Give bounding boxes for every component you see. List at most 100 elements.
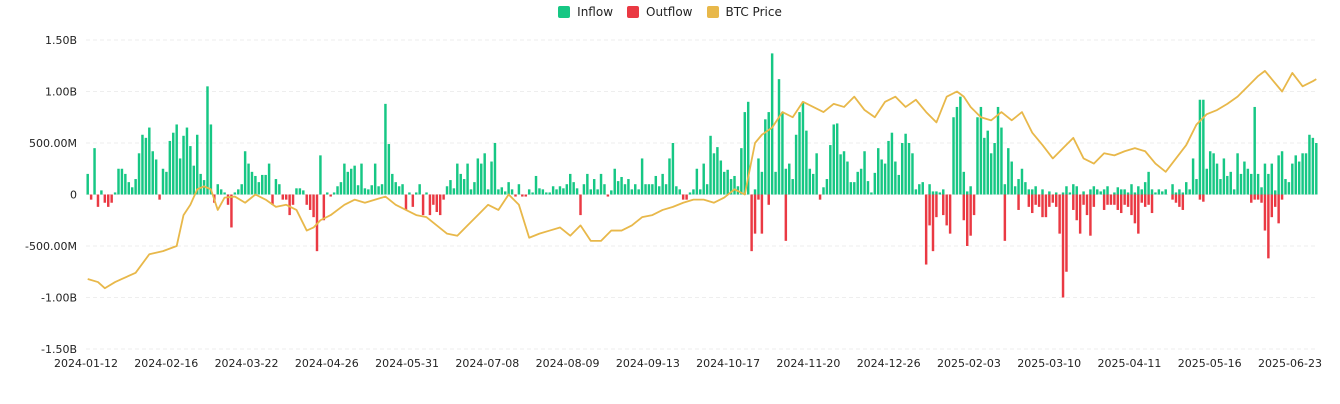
inflow-bar [801,101,805,195]
inflow-bar [582,184,586,195]
inflow-bar [182,135,185,195]
inflow-bar [853,182,856,195]
outflow-bar [962,194,966,221]
legend-item-price[interactable]: BTC Price [706,5,782,19]
outflow-bar [107,194,110,207]
btc-price-line [87,70,1317,290]
inflow-bar [1263,163,1267,195]
outflow-bar [1123,194,1126,205]
outflow-bar [1017,194,1020,210]
inflow-bar [343,163,346,195]
inflow-bar [185,127,189,195]
inflow-bar [473,182,476,195]
x-tick-label: 2024-05-31 [375,357,439,370]
inflow-bar [610,190,613,195]
inflow-bar [675,186,678,195]
inflow-bar [456,163,459,195]
inflow-bar [1003,184,1007,195]
inflow-bar [247,163,250,195]
y-tick-label: 500.00M [29,137,77,150]
inflow-bar [562,188,565,195]
inflow-bar [192,165,196,195]
inflow-bar [1116,187,1120,195]
inflow-bar [678,189,681,195]
inflow-bar [267,163,271,195]
inflow-bar [863,151,866,195]
x-tick-label: 2024-08-09 [536,357,600,370]
inflow-bar [1208,151,1212,195]
inflow-bar [1236,153,1239,195]
inflow-bar [531,192,534,195]
outflow-bar [1171,194,1174,200]
outflow-bar [965,194,969,246]
inflow-bar [503,191,507,195]
legend-item-outflow[interactable]: Outflow [627,5,693,19]
inflow-bar [873,172,877,195]
y-tick-label: 1.00B [45,86,77,99]
x-tick-label: 2024-09-13 [616,357,680,370]
inflow-bar [883,163,887,195]
y-tick-label: 1.50B [45,34,77,47]
outflow-bar [514,194,517,197]
outflow-bar [1041,194,1044,218]
inflow-bar [904,133,907,195]
inflow-bar [415,192,418,195]
inflow-bar [959,96,962,195]
inflow-bar [1123,189,1126,195]
inflow-bar [832,124,835,195]
inflow-bar [1065,186,1068,195]
inflow-bar [469,189,473,195]
inflow-bar [805,130,808,195]
inflow-bar [986,130,989,195]
outflow-bar [1273,194,1277,207]
inflow-bar [654,175,658,195]
inflow-bar [178,158,182,195]
inflow-bar [295,188,298,195]
outflow-bar [1031,194,1034,214]
legend-label-inflow: Inflow [577,5,614,19]
inflow-bar [668,158,671,195]
inflow-bar [168,140,172,195]
inflow-bar [545,192,548,195]
inflow-bar [380,184,384,195]
inflow-bar [261,174,264,195]
inflow-bar [695,168,699,195]
outflow-bar [89,194,93,200]
inflow-bar [1133,192,1137,195]
inflow-bar [716,147,719,195]
legend-item-inflow[interactable]: Inflow [558,5,613,19]
inflow-bar [770,53,774,195]
inflow-bar [661,173,664,195]
inflow-bar [1219,179,1222,195]
inflow-bar [137,153,141,195]
inflow-bar [1188,189,1191,195]
outflow-bar [1082,194,1085,205]
inflow-bar [1113,192,1116,195]
inflow-bar [1027,189,1031,195]
chart-legend: Inflow Outflow BTC Price [0,5,1340,19]
y-tick-label: -1.00B [41,292,77,305]
inflow-bar [733,175,736,195]
inflow-bar [558,186,562,195]
inflow-bar [278,184,281,195]
inflow-bar [1102,189,1106,195]
inflow-bar [900,143,904,195]
outflow-bar [110,194,113,203]
inflow-bar [835,123,839,195]
inflow-bar [918,184,921,195]
inflow-bar [616,181,620,195]
inflow-bar [623,184,627,195]
inflow-bar [589,189,593,195]
inflow-bar [699,189,702,195]
inflow-bar [189,146,192,195]
inflow-bar [195,134,199,195]
outflow-bar [158,194,161,200]
outflow-bar [1130,194,1133,216]
outflow-bar [750,194,753,252]
outflow-bar [969,194,972,236]
inflow-bar [480,163,483,195]
inflow-bar [1054,192,1058,195]
inflow-bar [764,119,767,195]
inflow-bar [993,143,996,195]
inflow-bar [729,179,733,195]
